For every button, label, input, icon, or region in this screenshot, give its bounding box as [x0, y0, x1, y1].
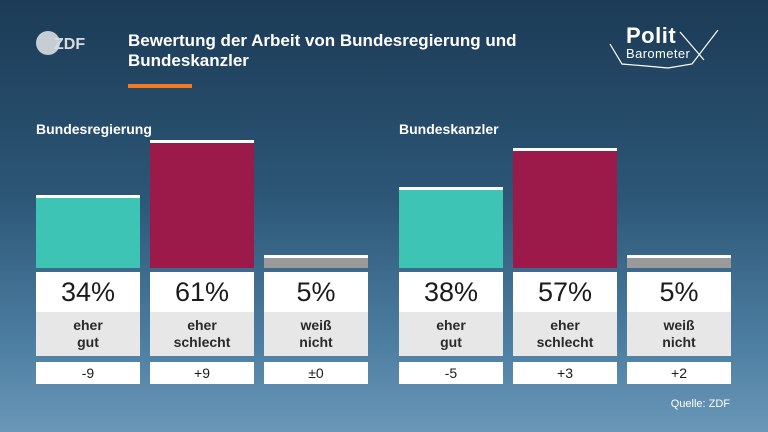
page-title: Bewertung der Arbeit von Bundesregierung… [128, 31, 517, 70]
politbarometer-line2: Barometer [626, 46, 691, 61]
category-label: eher schlecht [513, 312, 617, 356]
change-label: ±0 [264, 362, 368, 384]
bar-column: 5% weiß nicht ±0 [264, 120, 368, 386]
chart-bundesregierung: Bundesregierung 34% eher gut -9 61% eher schle… [36, 120, 368, 386]
value-label: 57% [513, 272, 617, 312]
category-label-line: nicht [299, 334, 333, 350]
chart-title: Bundesregierung [36, 121, 152, 137]
bar-cap [513, 148, 617, 151]
zdf-logo: ZDF [36, 31, 85, 55]
change-label: +2 [627, 362, 731, 384]
value-label: 61% [150, 272, 254, 312]
chart-title: Bundeskanzler [399, 121, 499, 137]
category-label-line: gut [440, 334, 462, 350]
politbarometer-line1: Polit [626, 23, 677, 48]
bar-column: 57% eher schlecht +3 [513, 120, 617, 386]
category-label-line: weiß [663, 317, 695, 333]
bar-column: 34% eher gut -9 [36, 120, 140, 386]
category-label-line: eher [187, 317, 217, 333]
bar [513, 151, 617, 268]
bar [399, 190, 503, 268]
value-label: 5% [264, 272, 368, 312]
bar [264, 258, 368, 268]
bar-cap [264, 255, 368, 258]
category-label-line: eher [73, 317, 103, 333]
category-label-line: nicht [662, 334, 696, 350]
category-label: eher gut [36, 312, 140, 356]
politbarometer-lines-icon [609, 29, 719, 69]
value-label: 5% [627, 272, 731, 312]
change-label: +3 [513, 362, 617, 384]
bar [36, 198, 140, 268]
category-label-line: weiß [300, 317, 332, 333]
category-label: weiß nicht [627, 312, 731, 356]
bar [150, 143, 254, 268]
change-label: -5 [399, 362, 503, 384]
category-label: weiß nicht [264, 312, 368, 356]
category-label-line: gut [77, 334, 99, 350]
chart-bundeskanzler: Bundeskanzler 38% eher gut -5 57% eher schlech… [399, 120, 731, 386]
category-label: eher gut [399, 312, 503, 356]
bar-column: 61% eher schlecht +9 [150, 120, 254, 386]
category-label-line: eher [550, 317, 580, 333]
category-label: eher schlecht [150, 312, 254, 356]
value-label: 38% [399, 272, 503, 312]
bar-cap [36, 195, 140, 198]
source-note: Quelle: ZDF [670, 398, 730, 410]
bar [627, 258, 731, 268]
bar-cap [627, 255, 731, 258]
change-label: -9 [36, 362, 140, 384]
category-label-line: schlecht [173, 334, 231, 350]
value-label: 34% [36, 272, 140, 312]
change-label: +9 [150, 362, 254, 384]
bar-column: 5% weiß nicht +2 [627, 120, 731, 386]
category-label-line: schlecht [536, 334, 594, 350]
bar-column: 38% eher gut -5 [399, 120, 503, 386]
title-accent-line [128, 84, 192, 88]
bar-cap [150, 140, 254, 143]
category-label-line: eher [436, 317, 466, 333]
bar-cap [399, 187, 503, 190]
politbarometer-logo: Polit Barometer [608, 24, 728, 70]
zdf-logo-text: ZDF [54, 36, 85, 53]
